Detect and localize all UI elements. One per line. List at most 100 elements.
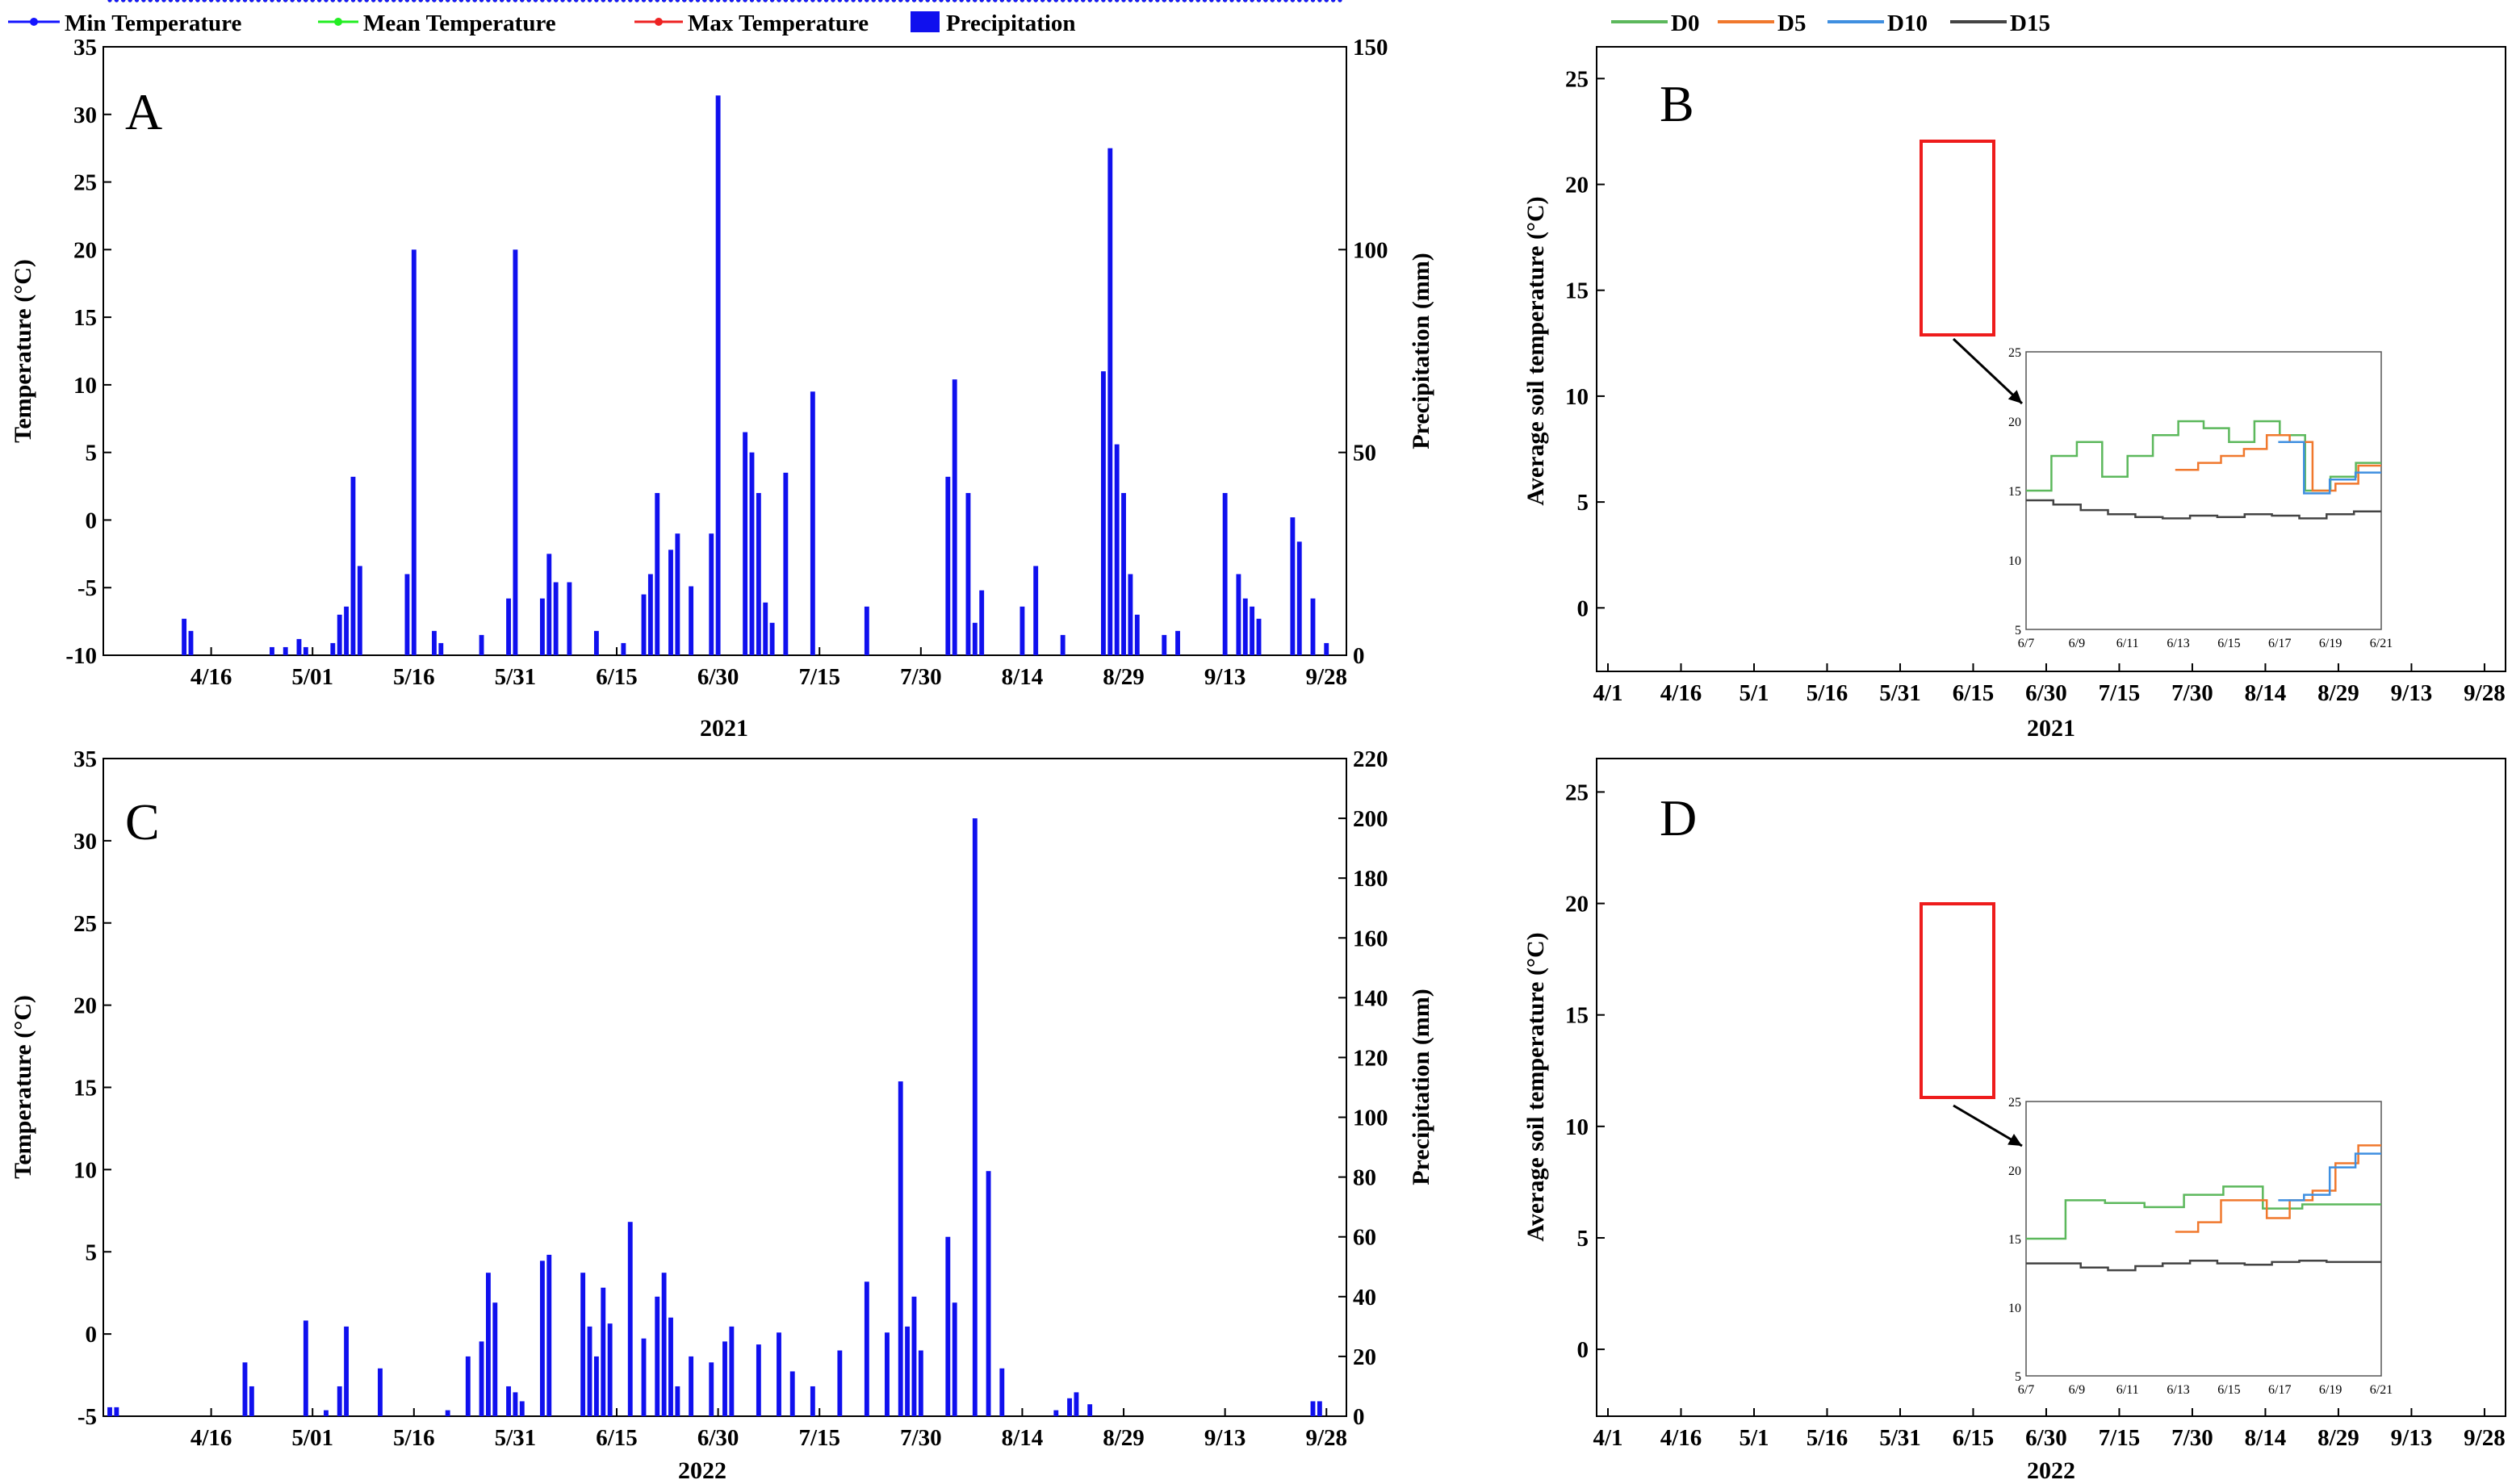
precip-bar: [1324, 642, 1329, 655]
panel-b-xtick-label: 9/13: [2391, 680, 2433, 706]
inset-xtick-label: 6/21: [2370, 637, 2393, 650]
precip-bar: [777, 1332, 781, 1416]
precip-bar: [513, 1392, 518, 1416]
min-temperature-point: [216, 0, 220, 2]
precip-bar: [601, 1287, 606, 1416]
precip-bar: [337, 614, 342, 655]
precip-bar: [303, 646, 308, 655]
inset-ytick-label: 15: [2008, 1233, 2021, 1247]
precip-bar: [972, 818, 978, 1416]
precip-bar: [1087, 1404, 1093, 1416]
precip-bar: [344, 606, 350, 655]
min-temperature-point: [865, 0, 869, 2]
min-temperature-point: [810, 0, 815, 2]
panel-c-ytick-right-label: 180: [1353, 866, 1388, 892]
min-temperature-point: [1061, 0, 1066, 2]
min-temperature-point: [716, 0, 721, 2]
min-temperature-point: [1324, 0, 1329, 2]
min-temperature-point: [546, 0, 551, 2]
panel-d-xtick-label: 9/13: [2391, 1425, 2433, 1451]
min-temperature-point: [249, 0, 254, 2]
min-temperature-point: [1189, 0, 1194, 2]
precip-bar: [438, 642, 444, 655]
panel-c-xtick-label: 7/30: [900, 1425, 942, 1451]
min-temperature-point: [466, 0, 471, 2]
precip-bar: [979, 590, 985, 655]
min-temperature-point: [817, 0, 822, 2]
min-temperature-point: [242, 0, 248, 2]
panel-c-xtick-label: 6/15: [596, 1425, 638, 1451]
panel-a-ytick-right-label: 150: [1353, 35, 1388, 61]
precip-bar: [188, 630, 194, 655]
panel-c-xtick-label: 9/13: [1204, 1425, 1246, 1451]
min-temperature-point: [317, 0, 322, 2]
legend-label-max: Max Temperature: [688, 10, 869, 36]
panel-b-xtick-label: 7/30: [2171, 680, 2213, 706]
min-temperature-point: [134, 0, 140, 2]
min-temperature-point: [364, 0, 369, 2]
panel-a-letter: A: [125, 83, 162, 140]
min-temperature-point: [594, 0, 599, 2]
min-temperature-point: [1209, 0, 1214, 2]
precip-bar: [1175, 630, 1180, 655]
min-temperature-point: [222, 0, 227, 2]
precip-bar: [641, 594, 647, 655]
precip-bar: [1053, 1410, 1059, 1416]
min-temperature-point: [1256, 0, 1262, 2]
precip-bar: [350, 476, 356, 655]
min-temperature-point: [472, 0, 477, 2]
panel-d-xtick-label: 8/29: [2317, 1425, 2359, 1451]
panel-b-xtick-label: 4/1: [1593, 680, 1622, 706]
panel-c-xtick-label: 5/01: [291, 1425, 333, 1451]
inset-xtick-label: 6/9: [2069, 637, 2085, 650]
precip-bar: [1222, 492, 1228, 655]
legend-label-d15: D15: [2010, 10, 2050, 36]
panel-d-ytick-label: 25: [1565, 780, 1589, 805]
precip-bar: [627, 1222, 633, 1416]
legend-label-mean: Mean Temperature: [363, 10, 556, 36]
precip-bar: [506, 598, 511, 655]
min-temperature-point: [824, 0, 829, 2]
panel-c-ytick-right-label: 0: [1353, 1404, 1365, 1430]
inset-xtick-label: 6/13: [2167, 637, 2189, 650]
min-temperature-point: [986, 0, 991, 2]
min-temperature-point: [1182, 0, 1187, 2]
panel-c-xtick-label: 6/30: [697, 1425, 739, 1451]
min-temperature-point: [911, 0, 917, 2]
legend-item-precip: Precipitation: [911, 10, 1076, 36]
panel-c-ytick-left-label: 20: [73, 993, 97, 1019]
precip-bar: [668, 1317, 673, 1416]
min-temperature-point: [1263, 0, 1268, 2]
precip-bar: [641, 1338, 647, 1416]
min-temperature-point: [533, 0, 538, 2]
precip-bar: [918, 1350, 923, 1416]
precip-bar: [675, 1386, 680, 1416]
panel-c-year: 2022: [678, 1457, 726, 1484]
min-temperature-point: [1101, 0, 1106, 2]
precip-bar: [689, 1356, 694, 1416]
panel-c-ytick-left-label: 35: [73, 746, 97, 772]
min-temperature-point: [554, 0, 559, 2]
legend-label-d5: D5: [1777, 10, 1806, 36]
min-temperature-point: [1121, 0, 1126, 2]
min-temperature-point: [959, 0, 964, 2]
min-temperature-point: [695, 0, 701, 2]
legend-item-mean: Mean Temperature: [318, 10, 556, 36]
min-temperature-point: [1047, 0, 1052, 2]
precip-bar: [810, 391, 815, 655]
min-temperature-point: [668, 0, 673, 2]
precip-bar: [709, 533, 714, 655]
panel-c-ytick-left-label: 25: [73, 911, 97, 937]
min-temperature-point: [601, 0, 605, 2]
min-temperature-point: [655, 0, 659, 2]
min-temperature-point: [973, 0, 978, 2]
precip-bar: [1242, 598, 1248, 655]
min-temperature-point: [148, 0, 153, 2]
min-temperature-point: [952, 0, 957, 2]
precip-bar: [689, 586, 694, 655]
min-temperature-point: [114, 0, 119, 2]
min-temperature-point: [1040, 0, 1045, 2]
min-temperature-point: [587, 0, 592, 2]
precip-bar: [182, 618, 187, 655]
precip-bar: [580, 1273, 586, 1416]
